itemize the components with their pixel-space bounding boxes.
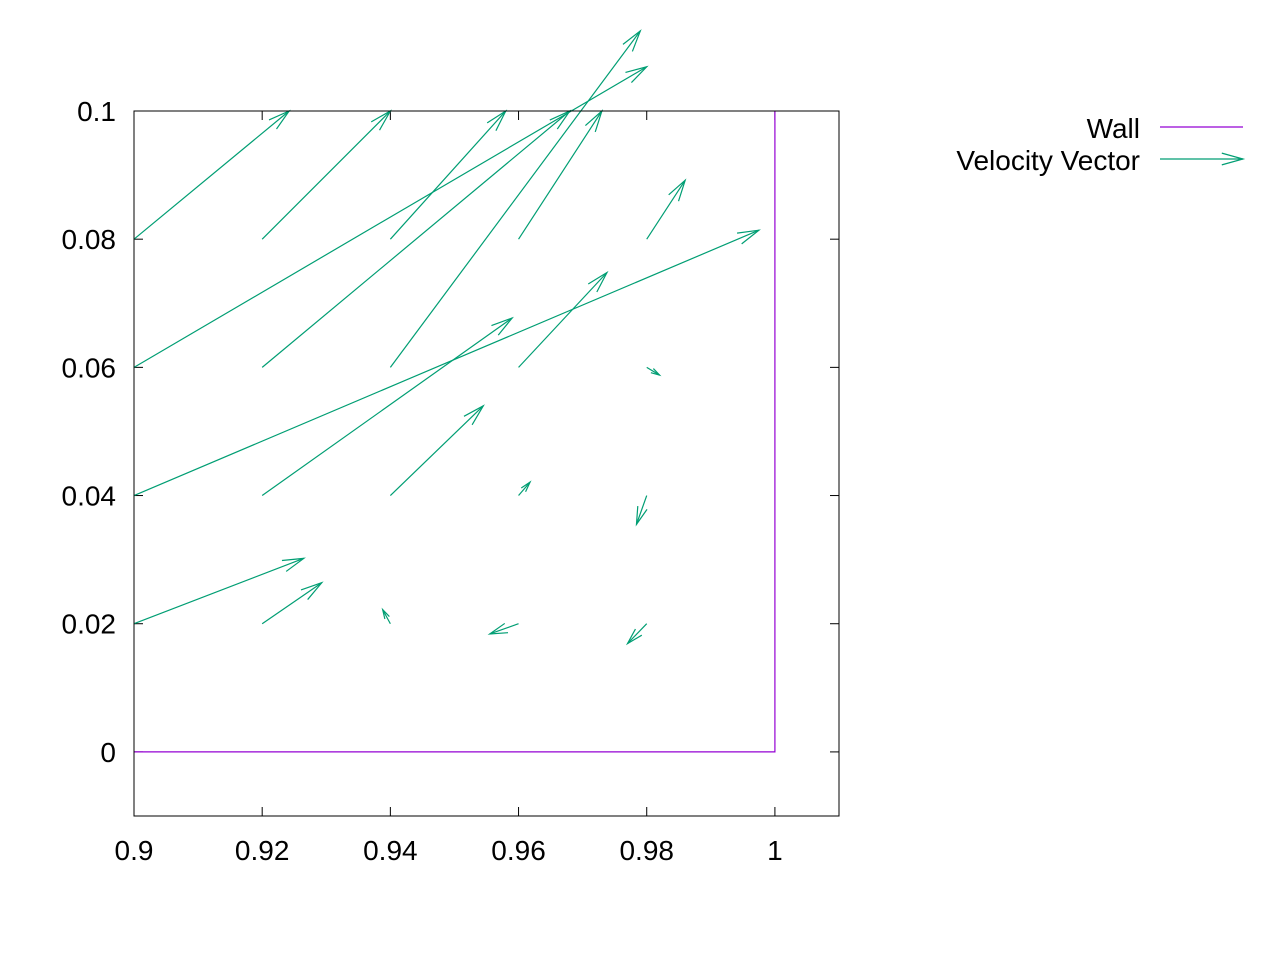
legend: Wall Velocity Vector [956,113,1246,176]
velocity-vector-arrow [389,109,508,240]
velocity-vector-arrow [487,622,519,635]
legend-label-wall: Wall [1087,113,1140,144]
velocity-vector-arrow [518,109,604,240]
x-axis: 0.9 0.92 0.94 0.96 0.98 1 [115,111,783,866]
x-tick-label: 0.96 [491,835,546,866]
velocity-vector-arrow [261,109,572,368]
x-tick-label: 0.9 [115,835,154,866]
velocity-vector-arrow [518,270,609,368]
x-tick-label: 0.98 [619,835,674,866]
velocity-vector-arrow [133,65,649,368]
velocity-vector-arrow [133,557,306,625]
y-tick-label: 0.02 [62,609,117,640]
x-tick-label: 0.94 [363,835,418,866]
velocity-vector-arrow [261,109,392,240]
x-tick-label: 0.92 [235,835,290,866]
velocity-vector-arrow [133,109,291,240]
velocity-vector-arrow [389,29,642,368]
x-tick-label: 1 [767,835,783,866]
legend-arrow-glyph [1160,152,1246,166]
velocity-vector-arrow [261,316,514,497]
y-tick-label: 0.08 [62,224,117,255]
velocity-vector-arrow [646,178,687,240]
y-tick-label: 0.1 [77,96,116,127]
legend-swatch-velocity-vector [1160,152,1246,166]
y-tick-label: 0 [100,737,116,768]
y-axis: 0 0.02 0.04 0.06 0.08 0.1 [62,96,839,768]
velocity-vector-arrow [635,495,648,527]
velocity-vector-arrow [381,607,391,625]
velocity-vector-arrow [625,623,648,646]
legend-label-velocity-vector: Velocity Vector [956,145,1140,176]
wall-line [134,111,776,753]
velocity-vector-arrow [261,581,324,625]
velocity-vector-arrow [518,480,532,496]
velocity-vector-arrow [646,366,662,377]
velocity-vector-arrow [389,404,485,496]
velocity-vector-arrow [133,229,761,497]
plot-series [133,29,776,753]
y-tick-label: 0.04 [62,481,117,512]
plot-frame [133,110,840,817]
y-tick-label: 0.06 [62,352,117,383]
